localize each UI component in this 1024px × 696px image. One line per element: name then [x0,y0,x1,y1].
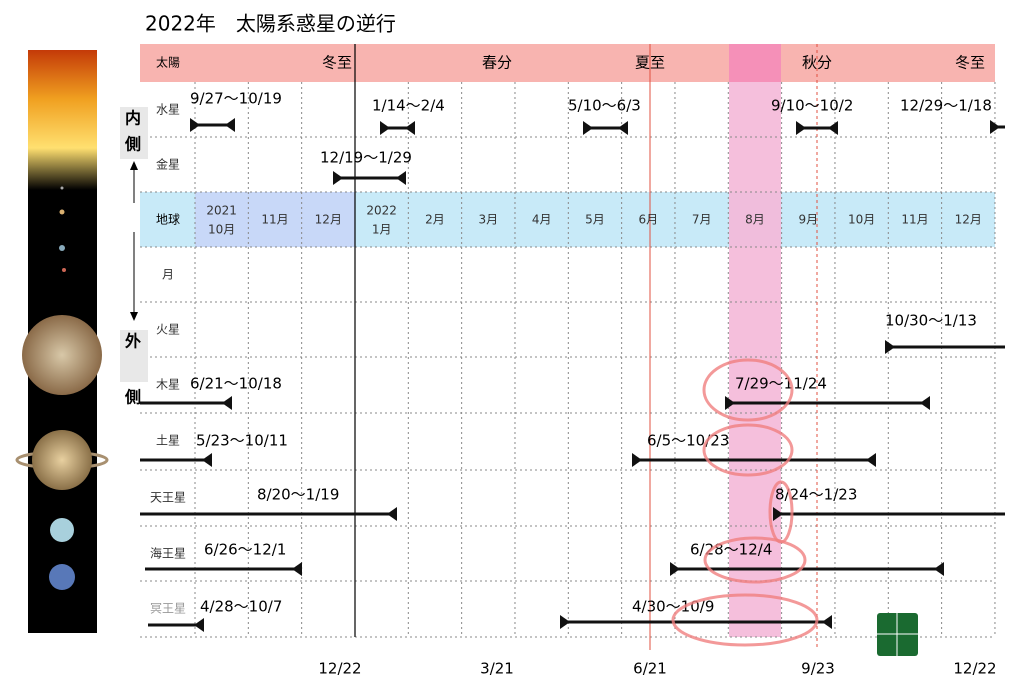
side-box [120,330,148,382]
month-label: 7月 [692,213,712,227]
arrow-head [130,161,138,170]
month-label: 12月 [315,213,342,227]
bar-end [822,615,832,629]
season-label: 秋分 [802,54,832,72]
bar-end [194,618,204,632]
row-label: 土星 [156,434,180,448]
bar-end [225,118,235,132]
highlight-circle [702,358,794,422]
bar-end [387,507,397,521]
side-label: 外 [124,332,141,351]
side-box [120,107,148,159]
month-label: 8月 [745,213,765,227]
row-label: 水星 [156,103,180,117]
arrow-head [130,312,138,321]
highlight-circle [671,593,819,647]
month-label: 3月 [478,213,498,227]
bar-end [670,562,680,576]
row-label: 金星 [156,157,180,172]
bar-end [618,121,628,135]
row-label: 天王星 [150,491,186,505]
highlight-circle [703,536,807,584]
season-label: 冬至 [955,54,985,72]
bar-end [934,562,944,576]
side-label: 内 [125,109,141,128]
sun-row [140,44,995,82]
retrograde-label: 4/28〜10/7 [200,598,282,616]
month-label: 11月 [261,213,288,227]
row-label: 太陽 [156,55,180,70]
bar-end [828,121,838,135]
bar-end [866,453,876,467]
bar-end [396,171,406,185]
season-label: 夏至 [635,54,665,72]
date-label: 12/22 [953,660,996,678]
date-label: 3/21 [480,660,514,678]
retrograde-label: 7/29〜11/24 [735,375,827,393]
side-label: 側 [124,135,141,154]
planet-strip [15,50,109,633]
month-label: 2月 [425,213,445,227]
title: 2022年 太陽系惑星の逆行 [145,12,396,36]
row-label: 火星 [156,323,180,337]
retrograde-label: 8/20〜1/19 [257,486,339,504]
bar-end [405,121,415,135]
bar-end [333,171,343,185]
month-label: 4月 [532,213,552,227]
side-label: 側 [124,388,141,407]
month-label: 1月 [372,223,392,237]
row-label: 月 [162,268,174,282]
month-label: 12月 [955,213,982,227]
retrograde-label: 1/14〜2/4 [372,97,445,115]
row-label: 地球 [156,213,180,227]
retrograde-label: 10/30〜1/13 [885,312,977,330]
bar-end [990,120,1000,134]
month-label: 10月 [208,223,235,237]
retrograde-label: 5/23〜10/11 [196,432,288,450]
retrograde-label: 5/10〜6/3 [568,97,641,115]
row-label: 冥王星 [150,602,186,616]
date-label: 12/22 [318,660,361,678]
retrograde-label: 8/24〜1/23 [775,486,857,504]
bar-end [796,121,806,135]
bar-end [560,615,570,629]
month-label: 5月 [585,213,605,227]
year-label: 2022 [366,204,397,218]
highlight-sun [729,44,781,82]
date-label: 9/23 [801,660,835,678]
retrograde-label: 6/21〜10/18 [190,375,282,393]
month-label: 10月 [848,213,875,227]
retrograde-label: 12/19〜1/29 [320,149,412,167]
date-label: 6/21 [633,660,667,678]
season-label: 冬至 [322,54,352,72]
earth-row-tint [195,192,355,247]
bar-end [190,118,200,132]
bar-end [920,396,930,410]
bar-end [583,121,593,135]
bar-end [202,453,212,467]
bar-end [773,507,783,521]
row-label: 海王星 [150,546,186,561]
month-label: 9月 [798,213,818,227]
retrograde-label: 12/29〜1/18 [900,97,992,115]
year-label: 2021 [206,204,237,218]
retrograde-label: 6/26〜12/1 [204,541,286,559]
month-label: 6月 [638,213,658,227]
retrograde-label: 6/5〜10/23 [647,432,729,450]
bar-end [885,340,895,354]
season-label: 春分 [482,54,512,72]
bar-end [725,396,735,410]
retrograde-label: 9/10〜10/2 [771,97,853,115]
month-label: 11月 [901,213,928,227]
row-label: 木星 [156,378,180,392]
retrograde-label: 9/27〜10/19 [190,90,282,108]
bar-end [292,562,302,576]
retrograde-label: 6/28〜12/4 [690,541,772,559]
bar-end [380,121,390,135]
bar-end [632,453,642,467]
highlight-circle [702,423,794,477]
bar-end [222,396,232,410]
